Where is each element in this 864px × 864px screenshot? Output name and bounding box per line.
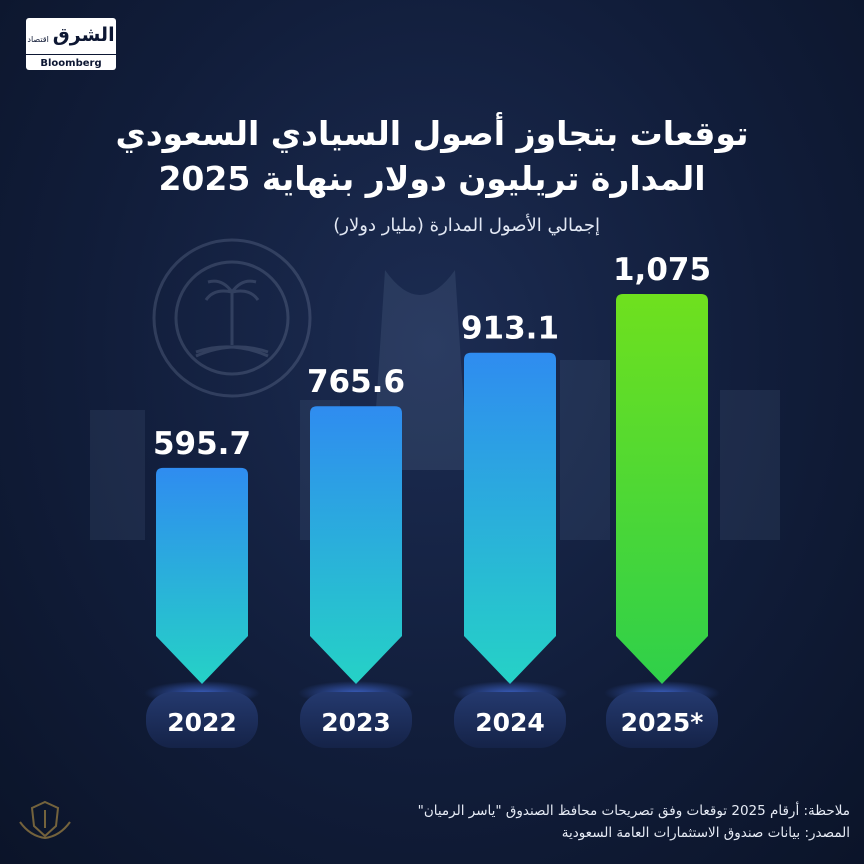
category-label-2023: 2023 xyxy=(321,708,391,737)
category-pill xyxy=(300,692,412,748)
category-pill xyxy=(606,692,718,748)
chart-notes: ملاحظة: أرقام 2025 توقعات وفق تصريحات مح… xyxy=(230,800,850,844)
logo-bloomberg: Bloomberg xyxy=(26,54,116,71)
note-text: ملاحظة: أرقام 2025 توقعات وفق تصريحات مح… xyxy=(417,803,850,819)
bar-2024 xyxy=(464,352,556,684)
bar-2025 xyxy=(616,293,708,684)
category-label-2024: 2024 xyxy=(475,708,545,737)
value-label-2024: 913.1 xyxy=(461,311,559,347)
chart-subtitle: إجمالي الأصول المدارة (مليار دولار) xyxy=(333,215,600,236)
chart-title-line2: المدارة تريليون دولار بنهاية 2025 xyxy=(158,159,706,198)
chart-title-line1: توقعات بتجاوز أصول السيادي السعودي xyxy=(115,114,749,153)
category-label-2025: 2025* xyxy=(621,708,704,737)
seal-outer-ring xyxy=(152,238,312,398)
category-label-2022: 2022 xyxy=(167,708,237,737)
bar-2023 xyxy=(310,406,402,684)
logo-arabic-sub: اقتصاد xyxy=(27,34,49,44)
skyline-building xyxy=(720,390,780,540)
asharq-bloomberg-logo: اقتصاد الشرق Bloomberg xyxy=(26,18,116,70)
source-text: المصدر: بيانات صندوق الاستثمارات العامة … xyxy=(561,825,850,841)
forum-emblem-icon xyxy=(19,800,71,840)
skyline-building xyxy=(90,410,145,540)
category-pill xyxy=(454,692,566,748)
value-label-2025: 1,075 xyxy=(613,252,711,288)
skyline-building xyxy=(560,360,610,540)
bar-2022 xyxy=(156,467,248,684)
seal-palm-icon xyxy=(204,279,260,345)
category-pill xyxy=(146,692,258,748)
value-label-2022: 595.7 xyxy=(153,426,251,462)
seal-swords-icon xyxy=(195,345,269,358)
value-label-2023: 765.6 xyxy=(307,364,405,400)
logo-arabic: الشرق xyxy=(52,24,115,46)
seal-inner-ring xyxy=(174,260,290,376)
